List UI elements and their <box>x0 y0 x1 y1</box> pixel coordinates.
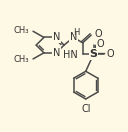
Text: S: S <box>89 49 98 59</box>
Text: N: N <box>70 32 77 42</box>
Text: H: H <box>73 28 80 37</box>
Text: HN: HN <box>63 50 78 60</box>
Text: N: N <box>53 32 60 42</box>
Text: N: N <box>53 48 60 58</box>
Text: CH₃: CH₃ <box>14 26 29 35</box>
Text: O: O <box>107 49 114 59</box>
Text: CH₃: CH₃ <box>14 55 29 64</box>
Text: O: O <box>94 29 102 39</box>
Text: O: O <box>97 39 104 49</box>
Text: Cl: Cl <box>81 104 90 114</box>
